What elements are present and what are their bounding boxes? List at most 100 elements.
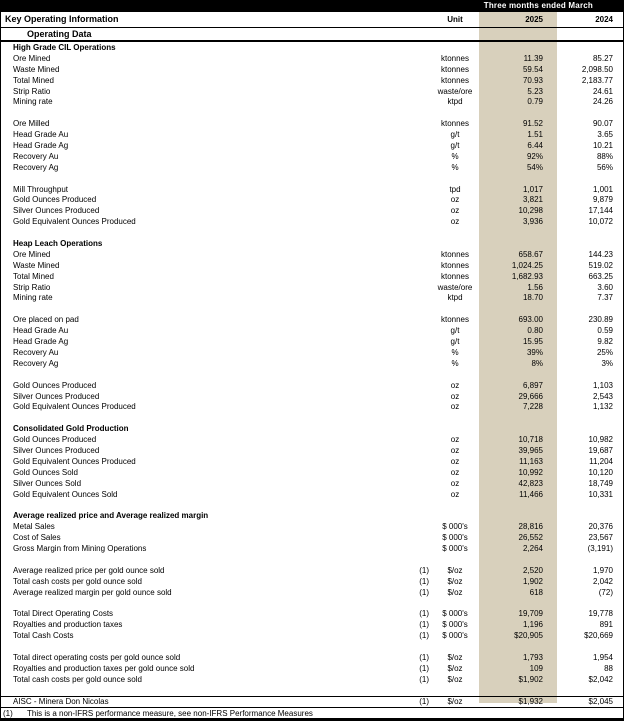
- row-unit: ktonnes: [440, 271, 470, 281]
- table-row: Mill Throughput tpd 1,017 1,001: [1, 185, 623, 196]
- year-2025-column-header: 2025: [525, 15, 543, 24]
- row-label: Royalties and production taxes per gold …: [13, 663, 195, 673]
- row-unit: ktonnes: [440, 249, 470, 259]
- row-label: Gold Equivalent Ounces Produced: [13, 456, 136, 466]
- table-row: Ore Mined ktonnes 658.67 144.23: [1, 250, 623, 261]
- row-label: Total cash costs per gold ounce sold: [13, 576, 142, 586]
- table-row: Ore placed on pad ktonnes 693.00 230.89: [1, 315, 623, 326]
- row-unit: %: [451, 162, 459, 172]
- row-unit: g/t: [450, 141, 460, 151]
- row-value-2025: 0.80: [527, 326, 543, 336]
- row-unit: $ 000's: [442, 620, 468, 630]
- row-footnote-marker: [405, 54, 431, 65]
- table-row: Waste Mined ktonnes 59.54 2,098.50: [1, 65, 623, 76]
- row-value-2025: 1.51: [527, 130, 543, 140]
- row-label: Ore Milled: [13, 119, 50, 129]
- row-footnote-marker: [405, 348, 431, 359]
- row-footnote-marker: [405, 435, 431, 446]
- section-title-row: Average realized price and Average reali…: [1, 511, 623, 522]
- row-value-2025: 1,902: [522, 576, 543, 586]
- row-footnote-marker: [405, 490, 431, 501]
- row-label: AISC - Minera Don Nicolas: [13, 697, 109, 707]
- table-row: Total cash costs per gold ounce sold (1) $…: [1, 577, 623, 588]
- row-unit: g/t: [450, 326, 460, 336]
- table-row: Total Mined ktonnes 70.93 2,183.77: [1, 76, 623, 87]
- row-value-2024: 88: [604, 663, 613, 673]
- row-value-2025: 42,823: [518, 478, 543, 488]
- row-unit: oz: [450, 402, 460, 412]
- section-title-row: Heap Leach Operations: [1, 239, 623, 250]
- row-value-2024: 1,970: [592, 565, 613, 575]
- table-row: Silver Ounces Produced oz 29,666 2,543: [1, 392, 623, 403]
- row-footnote-marker: [405, 337, 431, 348]
- row-value-2024: 3.65: [597, 130, 613, 140]
- row-value-2024: 10,331: [588, 489, 613, 499]
- row-unit: waste/ore: [437, 282, 473, 292]
- row-value-2025: 1,017: [522, 184, 543, 194]
- row-footnote-marker: [405, 392, 431, 403]
- row-value-2024: 1,103: [592, 380, 613, 390]
- table-row: Silver Ounces Produced oz 10,298 17,144: [1, 206, 623, 217]
- row-value-2025: 618: [529, 587, 543, 597]
- row-value-2025: 10,992: [518, 467, 543, 477]
- highlight-column-2025: [479, 12, 557, 703]
- row-value-2024: 24.26: [592, 97, 613, 107]
- row-value-2025: 2,264: [522, 543, 543, 553]
- table-row: Silver Ounces Sold oz 42,823 18,749: [1, 479, 623, 490]
- row-label: Strip Ratio: [13, 282, 51, 292]
- row-value-2024: 1,001: [592, 184, 613, 194]
- row-value-2024: 2,042: [592, 576, 613, 586]
- row-label: Gross Margin from Mining Operations: [13, 543, 147, 553]
- table-row: Cost of Sales $ 000's 26,552 23,567: [1, 533, 623, 544]
- row-unit: ktonnes: [440, 260, 470, 270]
- table-row: Gold Equivalent Ounces Produced oz 3,936 10…: [1, 217, 623, 228]
- row-value-2025: 7,228: [522, 402, 543, 412]
- row-value-2024: 1,132: [592, 402, 613, 412]
- table-row: Gold Equivalent Ounces Sold oz 11,466 10,33…: [1, 490, 623, 501]
- page-title: Key Operating Information: [5, 14, 119, 24]
- row-footnote-marker: [405, 163, 431, 174]
- row-value-2024: 10.21: [592, 141, 613, 151]
- row-unit: ktpd: [447, 293, 463, 303]
- row-unit: oz: [450, 489, 460, 499]
- footnote-marker: (1): [3, 709, 13, 719]
- table-row: Average realized price per gold ounce so…: [1, 566, 623, 577]
- row-value-2024: 19,778: [588, 609, 613, 619]
- row-value-2025: 59.54: [522, 64, 543, 74]
- row-label: Silver Ounces Produced: [13, 391, 100, 401]
- table-row: Head Grade Au g/t 0.80 0.59: [1, 326, 623, 337]
- row-value-2024: 10,120: [588, 467, 613, 477]
- row-footnote-marker: [405, 283, 431, 294]
- row-unit: $/oz: [447, 587, 463, 597]
- row-value-2025: 0.79: [527, 97, 543, 107]
- row-footnote-marker: [405, 97, 431, 108]
- row-footnote-marker: [405, 479, 431, 490]
- row-value-2025: 8%: [531, 358, 543, 368]
- row-label: Royalties and production taxes: [13, 620, 123, 630]
- row-value-2024: 3%: [601, 358, 613, 368]
- row-label: Gold Ounces Sold: [13, 467, 78, 477]
- row-footnote-marker: [405, 152, 431, 163]
- row-label: Mill Throughput: [13, 184, 68, 194]
- row-value-2025: 1,024.25: [511, 260, 543, 270]
- row-value-2025: $20,905: [514, 631, 543, 641]
- row-footnote-marker: [405, 87, 431, 98]
- row-unit: ktpd: [447, 97, 463, 107]
- row-value-2024: 2,543: [592, 391, 613, 401]
- row-value-2025: 39%: [526, 347, 543, 357]
- row-label: Gold Equivalent Ounces Sold: [13, 489, 118, 499]
- row-unit: $/oz: [447, 576, 463, 586]
- row-value-2025: 2,520: [522, 565, 543, 575]
- row-footnote-marker: (1): [419, 674, 429, 684]
- row-unit: oz: [450, 445, 460, 455]
- operating-data-subtitle: Operating Data: [1, 28, 623, 42]
- row-value-2025: $1,902: [518, 674, 543, 684]
- row-value-2025: 693.00: [518, 315, 543, 325]
- row-label: Total cash costs per gold ounce sold: [13, 674, 142, 684]
- row-value-2025: 1,793: [522, 652, 543, 662]
- row-footnote-marker: (1): [419, 609, 429, 619]
- table-row: Strip Ratio waste/ore 1.56 3.60: [1, 283, 623, 294]
- table-row: AISC - Minera Don Nicolas (1) $/oz $1,932 $2…: [1, 696, 623, 707]
- row-footnote-marker: [405, 381, 431, 392]
